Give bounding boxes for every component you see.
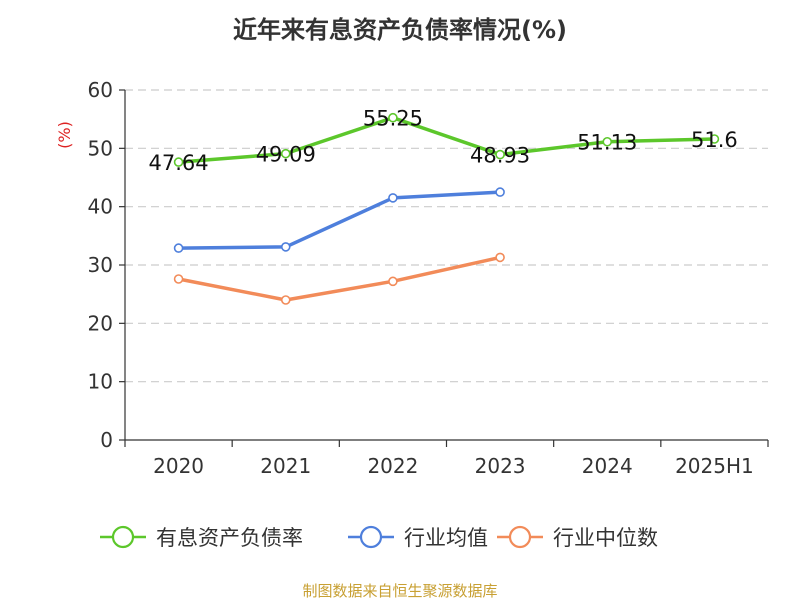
- data-point: [495, 187, 505, 197]
- y-tick-label: 10: [88, 370, 113, 394]
- y-axis-unit-label: (%): [55, 121, 74, 149]
- data-label: 51.6: [691, 128, 738, 152]
- data-point: [173, 274, 184, 284]
- data-point: [280, 295, 291, 305]
- x-tick-labels: 2020 2021 2022 2023 2024 2025H1: [153, 454, 754, 478]
- legend-label: 行业中位数: [553, 526, 658, 550]
- legend-item: 行业均值: [348, 525, 488, 550]
- legend-item: 有息资产负债率: [100, 525, 303, 550]
- x-tick-label: 2020: [153, 454, 204, 478]
- y-tick-label: 50: [88, 136, 113, 160]
- series-line-2: [176, 255, 502, 302]
- data-point: [173, 157, 184, 167]
- y-tick-label: 0: [100, 428, 113, 452]
- y-tick-label: 60: [88, 78, 113, 102]
- data-point: [388, 112, 398, 123]
- data-point: [388, 276, 398, 287]
- legend: 有息资产负债率 行业均值 行业中位数: [100, 525, 658, 550]
- y-tick-labels: 0 10 20 30 40 50 60: [88, 78, 113, 452]
- data-point: [280, 242, 291, 252]
- legend-marker: [359, 525, 383, 549]
- data-label: 48.93: [470, 144, 530, 168]
- data-label: 47.64: [149, 151, 209, 175]
- data-point: [495, 252, 505, 263]
- y-tick-label: 40: [88, 195, 113, 219]
- legend-label: 有息资产负债率: [156, 526, 303, 550]
- data-label: 55.25: [363, 107, 423, 131]
- data-label: 49.09: [256, 143, 316, 167]
- legend-item: 行业中位数: [497, 525, 658, 550]
- x-tick-label: 2025H1: [675, 454, 754, 478]
- legend-marker: [111, 525, 135, 549]
- data-point: [388, 193, 398, 203]
- series-line-0: [176, 115, 717, 164]
- y-tick-label: 30: [88, 253, 113, 277]
- data-source-note: 制图数据来自恒生聚源数据库: [302, 582, 498, 600]
- series-line-1: [176, 190, 502, 250]
- axes: (%): [55, 89, 769, 447]
- data-point: [280, 148, 291, 159]
- legend-label: 行业均值: [404, 526, 488, 550]
- data-labels: 47.64 49.09 55.25 48.93 51.13 51.6: [149, 107, 738, 175]
- x-tick-label: 2024: [582, 454, 633, 478]
- legend-marker: [508, 525, 532, 549]
- data-label: 51.13: [577, 131, 637, 155]
- x-tick-label: 2022: [367, 454, 418, 478]
- series-lines: [173, 112, 720, 305]
- x-tick-label: 2021: [260, 454, 311, 478]
- data-point: [709, 134, 720, 144]
- data-point: [602, 136, 613, 147]
- x-tick-label: 2023: [475, 454, 526, 478]
- y-tick-label: 20: [88, 311, 113, 335]
- grid-lines: [125, 89, 768, 383]
- data-point: [495, 149, 505, 160]
- data-point: [173, 243, 184, 253]
- chart-title: 近年来有息资产负债率情况(%): [233, 16, 567, 44]
